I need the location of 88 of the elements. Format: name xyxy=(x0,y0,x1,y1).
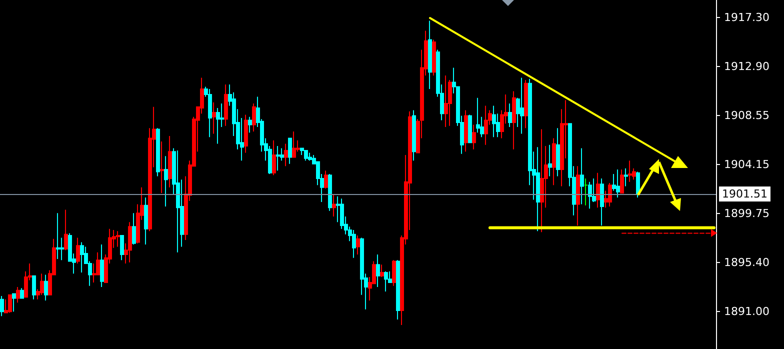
candlestick xyxy=(208,88,212,138)
candlestick xyxy=(244,114,248,154)
candlestick xyxy=(160,141,164,194)
y-tick-label: 1904.15 xyxy=(724,158,770,171)
candlestick xyxy=(524,80,528,129)
candlestick xyxy=(624,168,628,187)
candlestick xyxy=(288,138,292,164)
y-tick-label: 1912.90 xyxy=(724,60,770,74)
candlestick xyxy=(144,196,148,245)
candlestick xyxy=(304,150,308,162)
candlestick xyxy=(428,20,432,90)
candlestick xyxy=(76,237,80,264)
candlestick xyxy=(156,128,160,177)
candlestick xyxy=(224,84,228,126)
candlestick xyxy=(472,124,476,150)
y-tick-label: 1908.55 xyxy=(724,108,770,122)
candlestick xyxy=(168,135,172,188)
candlestick xyxy=(492,105,496,138)
candlestick xyxy=(80,242,84,273)
y-tick-label: 1899.75 xyxy=(724,207,770,220)
candlestick xyxy=(308,152,312,162)
candlestick xyxy=(412,110,416,162)
candlestick xyxy=(552,138,556,186)
candlestick xyxy=(0,295,4,317)
candlestick xyxy=(588,181,592,210)
y-tick-label: 1917.30 xyxy=(724,10,770,24)
candlestick xyxy=(44,274,48,301)
candlestick xyxy=(12,293,16,312)
candlestick xyxy=(580,148,584,205)
candlestick xyxy=(628,160,632,182)
candlestick xyxy=(176,150,180,253)
candlestick xyxy=(328,173,332,212)
candlestick xyxy=(164,156,168,207)
candlestick xyxy=(484,105,488,146)
candlestick xyxy=(56,212,60,260)
candlestick xyxy=(620,169,624,194)
candlestick xyxy=(212,102,216,134)
y-tick-label: 1895.40 xyxy=(724,256,770,269)
candlestick xyxy=(636,171,640,198)
candlestick xyxy=(216,107,220,144)
candlestick xyxy=(276,146,280,172)
candlestick xyxy=(556,128,560,177)
candlestick xyxy=(352,229,356,258)
candlestick xyxy=(512,90,516,150)
candlestick xyxy=(64,209,68,251)
candlestick xyxy=(356,235,360,256)
candlestick xyxy=(120,235,124,261)
candlestick xyxy=(476,97,480,134)
candlestick xyxy=(540,128,544,233)
candlestick xyxy=(536,146,540,232)
candlestick xyxy=(272,140,276,176)
candlestick xyxy=(548,144,552,177)
candlestick xyxy=(384,270,388,292)
candlestick xyxy=(292,130,296,158)
candlestick xyxy=(508,103,512,128)
candlestick xyxy=(324,170,328,190)
candlestick xyxy=(464,110,468,152)
candlestick xyxy=(20,288,24,299)
candlestick xyxy=(520,77,524,134)
candlestick xyxy=(32,275,36,300)
candlestick xyxy=(616,169,620,198)
ref-line-label: 1901.51 xyxy=(722,188,768,201)
candlestick xyxy=(128,222,132,263)
candlestick xyxy=(468,114,472,144)
y-tick-label: 1891.00 xyxy=(724,305,770,318)
candlestick xyxy=(4,298,8,314)
candlestick xyxy=(100,244,104,288)
candlestick xyxy=(608,182,612,207)
candlestick xyxy=(396,260,400,320)
candlestick xyxy=(376,254,380,288)
candlestick xyxy=(116,230,120,248)
candlestick xyxy=(448,80,452,126)
candlestick xyxy=(132,212,136,245)
candlestick xyxy=(284,143,288,167)
candlestick xyxy=(8,294,12,314)
candlestick xyxy=(16,286,20,304)
candlestick xyxy=(40,273,44,296)
candlestick xyxy=(600,178,604,226)
candlestick xyxy=(432,39,436,76)
candlestick xyxy=(248,116,252,134)
candlestick xyxy=(392,260,396,286)
candlestick xyxy=(380,264,384,278)
candlestick xyxy=(596,172,600,208)
candlestick xyxy=(584,178,588,206)
candlestick xyxy=(576,166,580,226)
candlestick xyxy=(252,103,256,132)
candlestick xyxy=(444,75,448,128)
candlestick xyxy=(332,194,336,218)
